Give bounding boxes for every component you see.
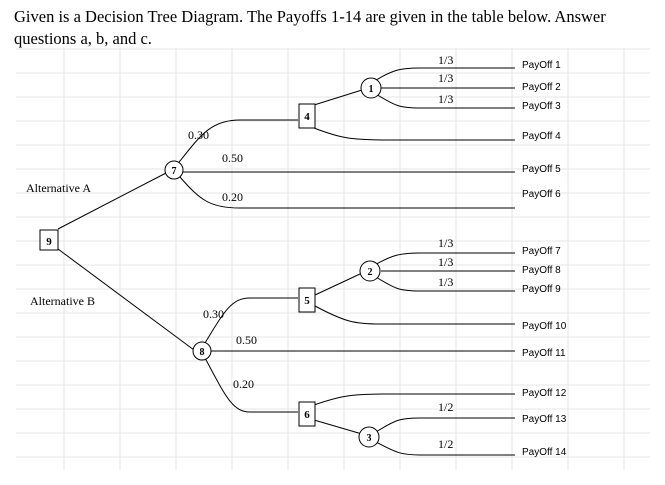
payoff-label: PayOff 4	[522, 131, 561, 142]
payoff-label: PayOff 3	[522, 101, 561, 112]
payoff-label: PayOff 5	[522, 164, 561, 175]
chance-node-3: 3	[358, 426, 380, 448]
decision-node-4: 4	[298, 103, 316, 129]
svg-text:2: 2	[368, 267, 373, 278]
payoff-label: PayOff 1	[522, 60, 561, 71]
chance-node-1: 1	[360, 77, 382, 99]
alternative-a-label: Alternative A	[26, 181, 91, 195]
svg-text:9: 9	[46, 236, 52, 248]
prob-n1-a: 1/3	[438, 53, 453, 67]
decision-node-5: 5	[298, 287, 316, 313]
payoff-label: PayOff 14	[522, 447, 567, 458]
root-decision-node: 9	[39, 229, 59, 251]
svg-text:5: 5	[304, 295, 310, 307]
prob-n2-c: 1/3	[438, 275, 453, 289]
prob-n1-c: 1/3	[438, 92, 453, 106]
payoff-label: PayOff 10	[522, 321, 567, 332]
background-grid	[16, 48, 650, 470]
tree-edges	[57, 67, 515, 456]
prob-n7-middle: 0.50	[222, 151, 243, 165]
question-text: Given is a Decision Tree Diagram. The Pa…	[14, 7, 606, 48]
prob-n2-a: 1/3	[438, 236, 453, 250]
decision-node-6: 6	[298, 401, 316, 427]
prob-n3-a: 1/2	[438, 400, 453, 414]
prob-n7-upper: 0.30	[188, 128, 209, 142]
svg-text:8: 8	[200, 347, 205, 358]
chance-node-7: 7	[164, 160, 184, 180]
prob-n8-upper: 0.30	[203, 307, 224, 321]
alternative-b-label: Alternative B	[30, 294, 95, 308]
payoff-label: PayOff 9	[522, 284, 561, 295]
payoff-label: PayOff 2	[522, 82, 561, 93]
prob-n8-middle: 0.50	[236, 333, 257, 347]
svg-text:6: 6	[304, 409, 310, 421]
probability-labels: 0.30 0.50 0.20 1/3 1/3 1/3 0.30 0.50 0.2…	[188, 53, 453, 451]
payoff-label: PayOff 8	[522, 265, 561, 276]
payoff-label: PayOff 7	[522, 246, 561, 257]
svg-text:4: 4	[304, 111, 310, 123]
svg-text:1: 1	[369, 84, 374, 95]
prob-n1-b: 1/3	[438, 71, 453, 85]
chance-node-8: 8	[192, 341, 212, 361]
prob-n7-lower: 0.20	[222, 190, 243, 204]
payoff-label: PayOff 11	[522, 348, 566, 359]
prob-n3-b: 1/2	[438, 437, 453, 451]
svg-text:7: 7	[172, 166, 177, 177]
payoff-labels: PayOff 1 PayOff 2 PayOff 3 PayOff 4 PayO…	[522, 60, 567, 458]
svg-text:3: 3	[367, 433, 372, 444]
prob-n2-b: 1/3	[438, 255, 453, 269]
chance-node-2: 2	[359, 260, 381, 282]
payoff-label: PayOff 6	[522, 189, 561, 200]
payoff-label: PayOff 13	[522, 414, 567, 425]
payoff-label: PayOff 12	[522, 388, 567, 399]
prob-n8-lower: 0.20	[233, 377, 254, 391]
